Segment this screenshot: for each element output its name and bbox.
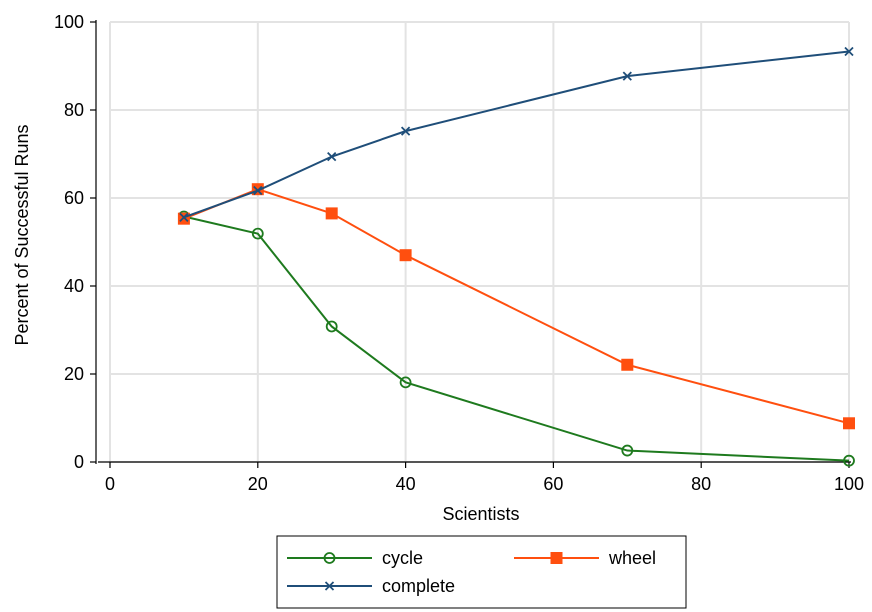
y-tick-label: 60 (64, 188, 84, 208)
data-point-wheel (621, 358, 634, 371)
x-axis-title: Scientists (442, 504, 519, 524)
x-tick-label: 60 (543, 474, 563, 494)
data-point-wheel (399, 249, 412, 262)
y-tick-label: 100 (54, 12, 84, 32)
data-point-complete-stroke (179, 212, 189, 222)
x-tick-label: 20 (248, 474, 268, 494)
x-tick-label: 80 (691, 474, 711, 494)
data-point-complete (253, 185, 263, 196)
x-tick-label: 40 (396, 474, 416, 494)
data-point-cycle (325, 320, 338, 333)
data-point-complete (327, 152, 337, 162)
data-point-complete (622, 71, 632, 81)
plot-area (96, 8, 866, 468)
y-tick-label: 20 (64, 364, 84, 384)
legend-box (276, 535, 687, 609)
x-tick-label: 0 (105, 474, 115, 494)
data-point-complete (400, 126, 411, 136)
y-axis-title: Percent of Successful Runs (12, 124, 32, 345)
data-point-wheel (177, 212, 190, 225)
data-point-wheel (251, 183, 264, 196)
data-point-complete-stroke (844, 46, 854, 57)
data-point-complete-stroke (327, 152, 337, 162)
y-tick-label: 40 (64, 276, 84, 296)
data-point-cycle (621, 444, 634, 457)
ticks: 0 20 40 60 80 100 0 20 40 60 80 100 (54, 12, 864, 494)
series-layer (177, 46, 855, 467)
legend-marker-complete-stroke (324, 581, 335, 591)
data-point-cycle (843, 454, 855, 467)
data-point-complete (179, 212, 189, 222)
y-tick-label: 80 (64, 100, 84, 120)
legend: cycle wheel complete (276, 535, 687, 609)
legend-marker-complete (324, 581, 335, 591)
series-line-complete (183, 50, 850, 219)
series-line-cycle (183, 215, 850, 462)
legend-label-wheel: wheel (608, 548, 656, 568)
data-point-wheel (843, 417, 855, 430)
y-tick-label: 0 (74, 452, 84, 472)
legend-marker-cycle (323, 552, 336, 564)
data-point-complete-stroke (253, 185, 263, 196)
data-point-complete-stroke (622, 71, 632, 81)
legend-label-cycle: cycle (382, 548, 423, 568)
data-point-cycle (251, 227, 264, 240)
legend-marker-wheel (550, 552, 563, 564)
x-tick-label: 100 (834, 474, 864, 494)
data-point-wheel (325, 207, 338, 220)
data-point-complete (844, 46, 854, 57)
data-point-complete-stroke (400, 126, 411, 136)
axes (95, 20, 851, 464)
legend-label-complete: complete (382, 576, 455, 596)
data-point-cycle (399, 376, 412, 389)
